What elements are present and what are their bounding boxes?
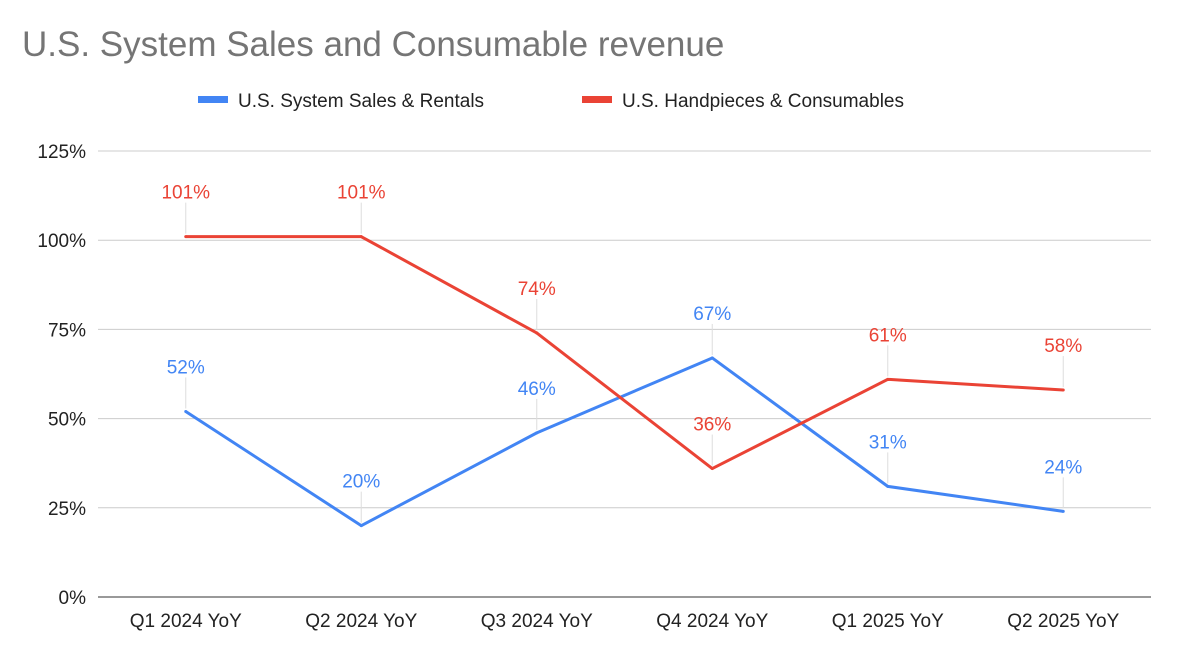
y-axis: 0% 25% 50% 75% 100% 125%	[37, 142, 86, 609]
data-label: 101%	[337, 183, 386, 204]
series-line	[184, 356, 1064, 528]
data-labels: 52% 20% 46% 67% 31% 24% 101% 101% 74% 36% 61% 58%	[161, 183, 1082, 523]
data-label: 58%	[1044, 336, 1082, 357]
x-tick-label: Q2 2024 YoY	[305, 611, 417, 632]
data-point	[535, 431, 539, 435]
data-point	[359, 235, 363, 239]
data-point	[710, 356, 714, 360]
x-tick-label: Q1 2024 YoY	[130, 611, 242, 632]
data-label: 61%	[869, 325, 907, 346]
y-tick-label: 125%	[37, 142, 86, 163]
x-tick-label: Q2 2025 YoY	[1007, 611, 1119, 632]
data-point	[184, 409, 188, 413]
x-tick-label: Q3 2024 YoY	[481, 611, 593, 632]
data-label: 31%	[869, 432, 907, 453]
data-point	[886, 377, 890, 381]
legend-swatch	[198, 96, 228, 103]
series-line	[185, 235, 1064, 471]
legend-label: U.S. System Sales & Rentals	[238, 91, 484, 112]
y-tick-label: 25%	[48, 499, 86, 520]
data-label: 46%	[518, 379, 556, 400]
chart-title: U.S. System Sales and Consumable revenue	[22, 25, 724, 64]
x-tick-label: Q1 2025 YoY	[832, 611, 944, 632]
data-point	[184, 235, 188, 239]
x-axis: Q1 2024 YoY Q2 2024 YoY Q3 2024 YoY Q4 2024…	[130, 611, 1120, 632]
x-tick-label: Q4 2024 YoY	[656, 611, 768, 632]
data-label: 20%	[342, 472, 380, 493]
y-tick-label: 0%	[59, 588, 87, 609]
y-tick-label: 100%	[37, 231, 86, 252]
legend-item[interactable]: U.S. Handpieces & Consumables	[582, 91, 904, 112]
data-point	[710, 467, 714, 471]
legend-swatch	[582, 96, 612, 103]
y-tick-label: 75%	[48, 320, 86, 341]
y-tick-label: 50%	[48, 410, 86, 431]
series	[184, 235, 1065, 528]
data-label: 74%	[518, 279, 556, 300]
data-point	[1061, 509, 1065, 513]
legend-item[interactable]: U.S. System Sales & Rentals	[198, 91, 484, 112]
legend: U.S. System Sales & Rentals U.S. Handpiec…	[198, 91, 904, 112]
data-label: 24%	[1044, 457, 1082, 478]
legend-label: U.S. Handpieces & Consumables	[622, 91, 904, 112]
data-point	[535, 331, 539, 335]
data-point	[359, 524, 363, 528]
data-label: 36%	[693, 415, 731, 436]
gridlines	[98, 150, 1151, 598]
data-label: 67%	[693, 304, 731, 325]
data-label: 101%	[161, 183, 210, 204]
data-point	[1061, 388, 1065, 392]
data-label: 52%	[167, 357, 205, 378]
data-point	[886, 484, 890, 488]
